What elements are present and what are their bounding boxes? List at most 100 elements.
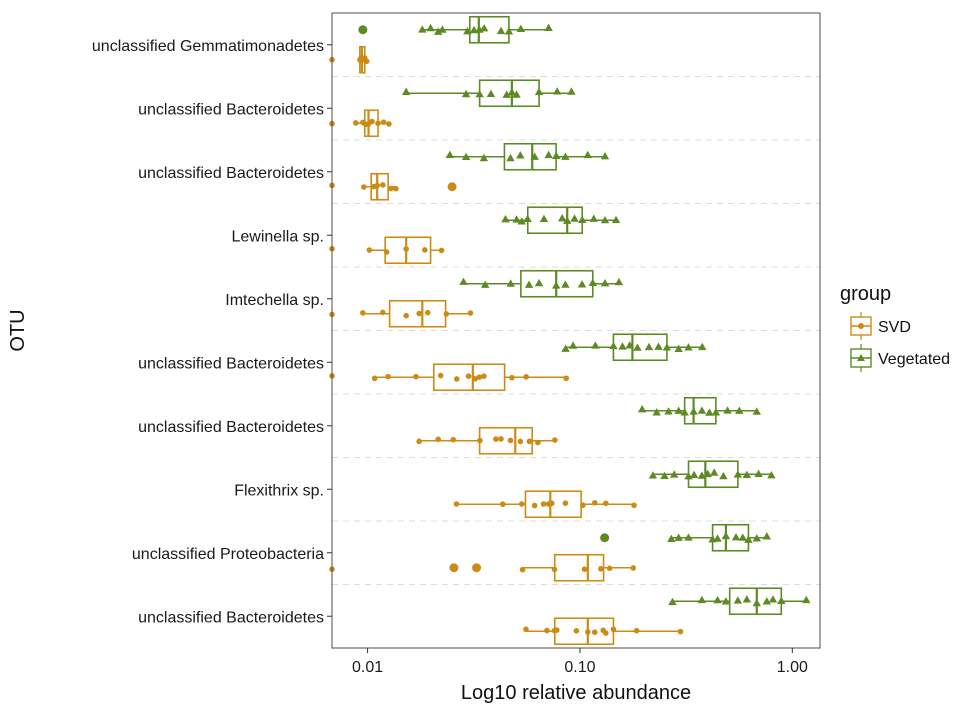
data-point — [369, 118, 375, 125]
data-point — [618, 342, 627, 350]
data-point — [591, 341, 600, 349]
data-point — [713, 595, 722, 604]
outlier-point — [472, 563, 482, 573]
data-point — [433, 27, 443, 35]
data-point — [611, 215, 621, 224]
y-tick-label: unclassified Bacteroidetes — [138, 355, 324, 372]
data-point — [580, 502, 586, 509]
box-vegetated — [459, 269, 624, 298]
data-point — [437, 372, 444, 379]
data-point — [516, 24, 526, 32]
data-point — [498, 436, 504, 442]
data-point — [625, 341, 634, 349]
data-point — [499, 501, 506, 508]
data-point — [633, 627, 640, 634]
data-point — [551, 281, 561, 289]
data-point — [614, 277, 624, 286]
box-svd — [329, 299, 474, 328]
data-point — [742, 470, 752, 479]
outlier-point — [449, 563, 459, 573]
data-point — [453, 376, 460, 382]
data-point — [380, 182, 386, 188]
data-point — [413, 373, 419, 380]
data-point — [674, 344, 683, 353]
data-point — [558, 214, 567, 222]
data-point — [585, 629, 591, 635]
data-point — [735, 406, 744, 414]
data-point — [562, 500, 569, 506]
box-svd — [329, 236, 445, 265]
data-point — [674, 533, 683, 541]
data-point — [754, 469, 763, 477]
data-point — [581, 566, 588, 572]
iqr-box — [553, 553, 605, 582]
data-point — [523, 374, 529, 380]
data-point — [631, 502, 637, 509]
box-vegetated — [445, 142, 610, 171]
data-point — [385, 373, 391, 380]
data-point — [403, 312, 409, 319]
data-point — [386, 121, 392, 127]
data-point — [544, 150, 553, 159]
data-point — [467, 310, 474, 316]
data-point — [588, 278, 597, 286]
data-point — [603, 500, 609, 507]
legend-entry-vegetated: Vegetated — [850, 344, 950, 372]
data-point — [733, 596, 743, 604]
box-vegetated — [600, 523, 772, 552]
data-point — [742, 595, 752, 603]
data-point — [561, 152, 570, 160]
data-point — [768, 595, 778, 603]
data-point — [609, 341, 618, 350]
data-point — [523, 214, 532, 222]
data-point — [563, 375, 570, 382]
box-vegetated — [401, 79, 576, 108]
data-point — [512, 215, 521, 223]
data-point — [479, 24, 489, 32]
data-point — [568, 341, 578, 349]
data-point — [589, 214, 598, 222]
box-svd — [329, 45, 370, 74]
data-point — [600, 215, 610, 224]
data-point — [418, 25, 427, 33]
data-point — [416, 310, 422, 317]
data-point — [677, 628, 684, 635]
data-point — [744, 535, 753, 543]
data-point — [637, 405, 647, 413]
y-tick-label: unclassified Bacteroidetes — [138, 165, 324, 182]
box-vegetated — [637, 396, 761, 425]
data-point — [401, 87, 411, 96]
y-tick-label: Flexithrix sp. — [234, 482, 324, 499]
data-point — [426, 23, 435, 32]
data-point — [591, 629, 598, 635]
data-point — [662, 343, 672, 351]
x-tick-label: 1.00 — [777, 659, 808, 676]
data-point — [477, 437, 483, 444]
data-point — [721, 531, 731, 540]
data-point — [598, 565, 604, 572]
data-point — [363, 58, 370, 65]
data-point — [512, 90, 521, 98]
box-vegetated — [358, 15, 553, 44]
data-point — [366, 247, 373, 253]
data-point — [680, 408, 689, 416]
data-point — [669, 470, 679, 478]
data-point — [703, 469, 712, 478]
data-point — [463, 27, 472, 35]
data-point — [519, 566, 526, 573]
data-point — [453, 501, 460, 507]
data-point — [668, 597, 677, 606]
data-point — [472, 375, 478, 382]
data-point — [570, 214, 579, 222]
data-point — [476, 374, 483, 380]
legend: group SVD Vegetated — [840, 283, 950, 372]
data-point — [361, 184, 367, 190]
data-point — [539, 214, 549, 223]
data-point — [504, 27, 514, 35]
data-point — [465, 373, 472, 380]
data-point — [667, 534, 676, 543]
data-point — [606, 565, 613, 572]
data-point — [544, 627, 550, 634]
outlier-point — [447, 182, 457, 192]
data-point — [767, 471, 776, 479]
